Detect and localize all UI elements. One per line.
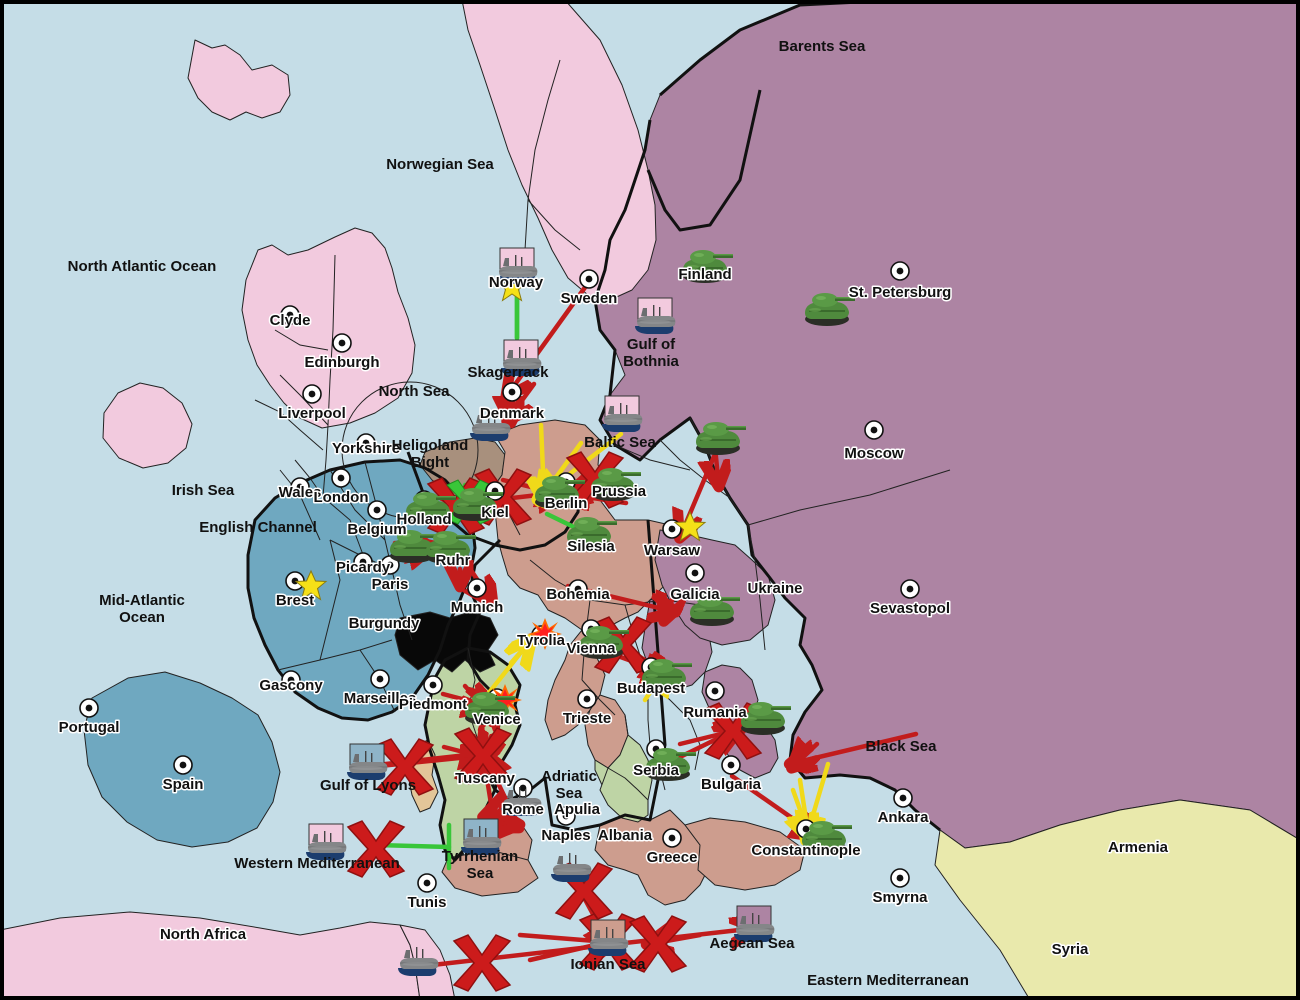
svg-text:Rumania: Rumania <box>683 704 747 721</box>
svg-text:Portugal: Portugal <box>59 719 120 736</box>
svg-text:Finland: Finland <box>678 266 731 283</box>
svg-text:Baltic Sea: Baltic Sea <box>584 434 656 451</box>
svg-text:St. Petersburg: St. Petersburg <box>849 284 952 301</box>
svg-text:Ukraine: Ukraine <box>747 580 802 597</box>
svg-text:Moscow: Moscow <box>844 445 904 462</box>
svg-text:Picardy: Picardy <box>336 559 391 576</box>
svg-text:Trieste: Trieste <box>563 710 611 727</box>
svg-text:Budapest: Budapest <box>617 680 685 697</box>
svg-text:Barents Sea: Barents Sea <box>779 38 866 55</box>
svg-text:Rome: Rome <box>502 801 544 818</box>
svg-text:London: London <box>314 489 369 506</box>
svg-text:Norway: Norway <box>489 274 544 291</box>
svg-text:Spain: Spain <box>163 776 204 793</box>
svg-text:Black Sea: Black Sea <box>866 738 938 755</box>
svg-text:Ionian Sea: Ionian Sea <box>570 956 646 973</box>
svg-text:Paris: Paris <box>372 576 409 593</box>
svg-text:Galicia: Galicia <box>670 586 720 603</box>
svg-text:Syria: Syria <box>1052 941 1089 958</box>
svg-text:Bohemia: Bohemia <box>546 586 610 603</box>
svg-text:Western Mediterranean: Western Mediterranean <box>234 855 400 872</box>
svg-text:Liverpool: Liverpool <box>278 405 346 422</box>
svg-text:Munich: Munich <box>451 599 504 616</box>
svg-text:Norwegian Sea: Norwegian Sea <box>386 156 494 173</box>
svg-text:Albania: Albania <box>598 827 653 844</box>
svg-text:Apulia: Apulia <box>554 801 600 818</box>
svg-text:Denmark: Denmark <box>480 405 545 422</box>
svg-text:Berlin: Berlin <box>545 495 588 512</box>
svg-text:Naples: Naples <box>541 827 590 844</box>
svg-text:Skagerrack: Skagerrack <box>468 364 550 381</box>
svg-text:Smyrna: Smyrna <box>872 889 928 906</box>
svg-text:Sweden: Sweden <box>561 290 618 307</box>
svg-text:Warsaw: Warsaw <box>644 542 700 559</box>
svg-text:Gascony: Gascony <box>259 677 323 694</box>
svg-text:Tunis: Tunis <box>408 894 447 911</box>
svg-text:Aegean Sea: Aegean Sea <box>709 935 795 952</box>
svg-text:Eastern Mediterranean: Eastern Mediterranean <box>807 972 969 989</box>
svg-text:Ruhr: Ruhr <box>436 552 471 569</box>
svg-text:Burgundy: Burgundy <box>349 615 420 632</box>
svg-text:Constantinople: Constantinople <box>751 842 860 859</box>
svg-text:Ankara: Ankara <box>878 809 930 826</box>
svg-text:Sevastopol: Sevastopol <box>870 600 950 617</box>
svg-text:Serbia: Serbia <box>633 762 680 779</box>
svg-text:Gulf of Lyons: Gulf of Lyons <box>320 777 416 794</box>
svg-text:Vienna: Vienna <box>567 640 617 657</box>
svg-text:Greece: Greece <box>647 849 698 866</box>
svg-text:North Atlantic Ocean: North Atlantic Ocean <box>68 258 217 275</box>
svg-text:Bulgaria: Bulgaria <box>701 776 762 793</box>
svg-text:Armenia: Armenia <box>1108 839 1169 856</box>
svg-text:Edinburgh: Edinburgh <box>305 354 380 371</box>
svg-text:Piedmont: Piedmont <box>399 696 467 713</box>
svg-text:Prussia: Prussia <box>592 483 647 500</box>
svg-text:Brest: Brest <box>276 592 314 609</box>
svg-text:North Africa: North Africa <box>160 926 247 943</box>
svg-text:Clyde: Clyde <box>270 312 311 329</box>
svg-text:North Sea: North Sea <box>379 383 451 400</box>
svg-text:Tyrolia: Tyrolia <box>517 632 566 649</box>
svg-text:Venice: Venice <box>473 711 521 728</box>
svg-text:English Channel: English Channel <box>199 519 317 536</box>
svg-text:Irish Sea: Irish Sea <box>172 482 235 499</box>
svg-text:Yorkshire: Yorkshire <box>332 440 400 457</box>
svg-text:Kiel: Kiel <box>481 504 509 521</box>
svg-text:Silesia: Silesia <box>567 538 615 555</box>
svg-text:Belgium: Belgium <box>347 521 406 538</box>
svg-text:Tuscany: Tuscany <box>455 770 515 787</box>
